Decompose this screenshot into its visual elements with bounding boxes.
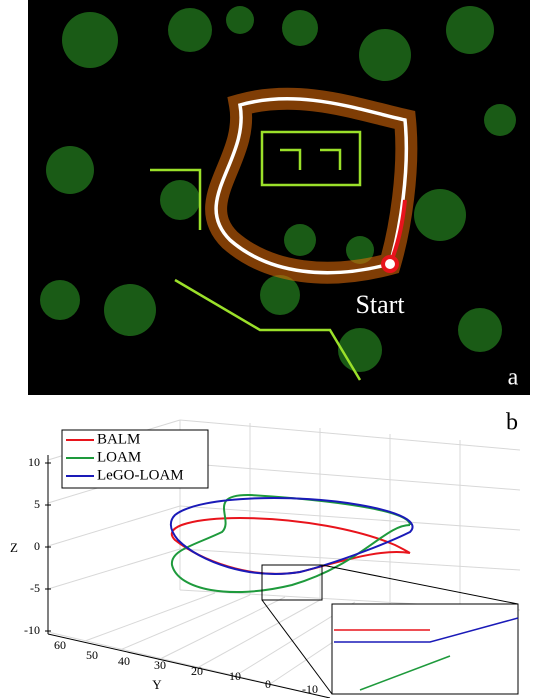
y-tick-label: 10	[229, 669, 241, 683]
legend-label: LeGO-LOAM	[97, 467, 184, 483]
z-tick-label: 10	[28, 455, 40, 469]
trajectory	[169, 497, 414, 575]
z-tick-label: -10	[24, 623, 40, 637]
trajectory	[334, 617, 519, 643]
start-marker	[381, 255, 399, 273]
z-tick-label: 0	[34, 539, 40, 553]
panel-label: a	[508, 365, 519, 391]
trajectory	[170, 493, 411, 594]
y-tick-label: 60	[54, 638, 66, 652]
legend-label: BALM	[97, 431, 140, 447]
zoom-box	[261, 564, 323, 601]
y-tick-label: 0	[265, 677, 271, 691]
zoom-connector	[321, 564, 519, 605]
panel-label: b	[506, 410, 518, 436]
y-tick-label: 20	[191, 664, 203, 678]
zoom-connector	[261, 599, 333, 695]
start-label: Start	[355, 290, 405, 319]
axis-label: Z	[10, 540, 18, 555]
trajectories	[169, 493, 414, 594]
y-axis	[47, 633, 331, 698]
legend-entries: BALM LOAM LeGO-LOAM	[66, 431, 184, 483]
legend-label: LOAM	[97, 449, 141, 465]
vegetation	[40, 6, 516, 372]
zoom-inset	[331, 603, 519, 695]
y-tick-label: 50	[86, 648, 98, 662]
inset-trajectories	[334, 617, 519, 691]
building	[150, 130, 362, 381]
z-tick-label: -5	[30, 581, 40, 595]
trajectory	[359, 655, 451, 691]
z-tick-label: 5	[34, 497, 40, 511]
y-tick-label: -10	[302, 682, 318, 696]
y-tick-label: 30	[154, 658, 166, 672]
y-tick-label: 40	[118, 654, 130, 668]
axis-label: Y	[152, 677, 162, 692]
